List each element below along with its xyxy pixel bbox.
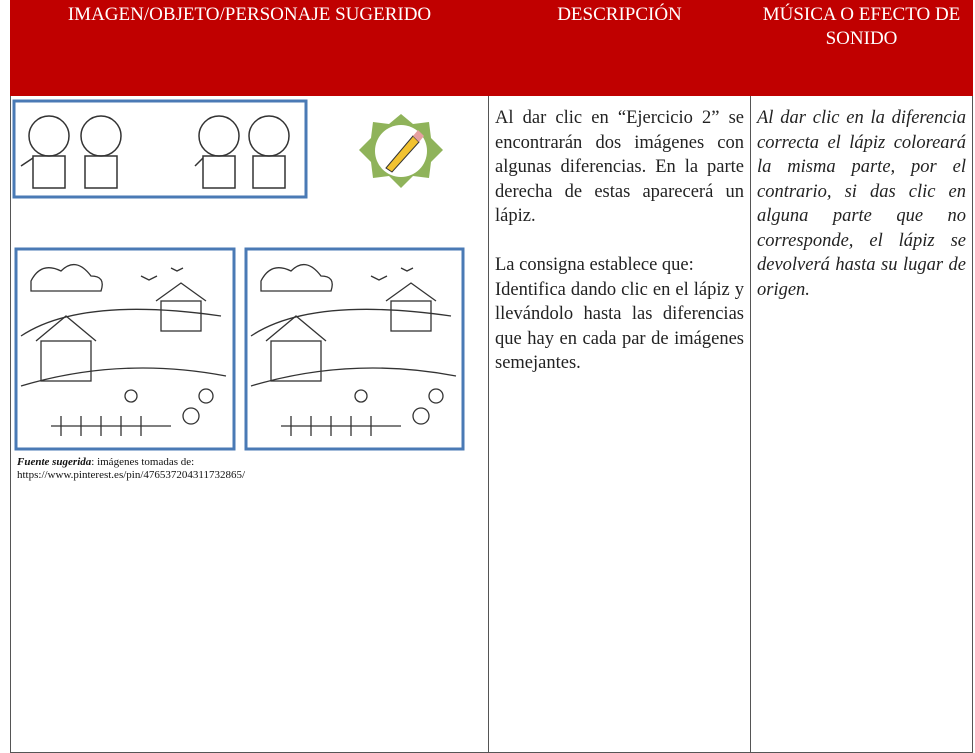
caption-label: Fuente sugerida <box>17 456 92 468</box>
source-caption: Fuente sugerida: imágenes tomadas de: htt… <box>11 456 488 482</box>
header-row: IMAGEN/OBJETO/PERSONAJE SUGERIDO DESCRIP… <box>10 0 973 96</box>
caption-url: https://www.pinterest.es/pin/47653720431… <box>17 469 246 481</box>
header-cell: DESCRIPCIÓN <box>488 0 751 96</box>
caption-text: : imágenes tomadas de: <box>91 456 195 468</box>
description-cell: Al dar clic en “Ejercicio 2” se encontra… <box>488 95 751 753</box>
paragraph: La consigna establece que: <box>495 255 694 275</box>
paragraph: Identifica dando clic en el lápiz y llev… <box>495 279 744 374</box>
header-cell: MÚSICA O EFECTO DE SONIDO <box>750 0 973 96</box>
image-cell: Fuente sugerida: imágenes tomadas de: htt… <box>10 95 489 753</box>
paragraph: Al dar clic en “Ejercicio 2” se encontra… <box>495 108 744 226</box>
effect-cell: Al dar clic en la diferencia correcta el… <box>750 95 973 753</box>
illustrations <box>12 99 465 451</box>
header-cell: IMAGEN/OBJETO/PERSONAJE SUGERIDO <box>10 0 489 96</box>
content-table: IMAGEN/OBJETO/PERSONAJE SUGERIDO DESCRIP… <box>10 0 973 753</box>
effect-text: Al dar clic en la diferencia correcta el… <box>757 108 966 300</box>
content-row: Fuente sugerida: imágenes tomadas de: htt… <box>10 95 973 753</box>
